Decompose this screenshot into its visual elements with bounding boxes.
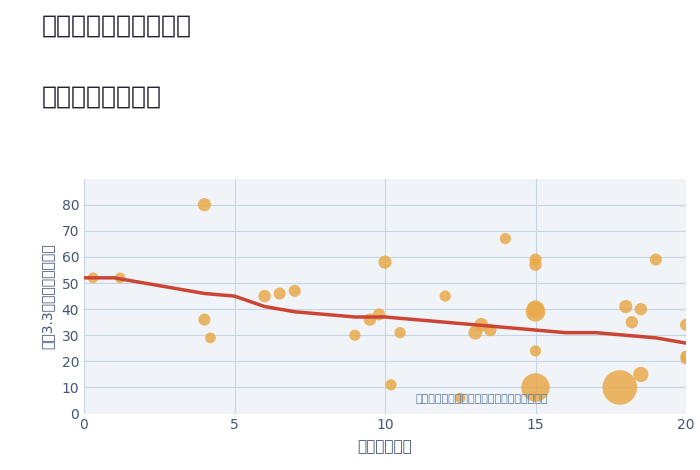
Point — [500, 235, 511, 243]
Point — [289, 287, 300, 295]
Point — [386, 381, 397, 389]
Point — [88, 274, 99, 282]
Point — [395, 329, 406, 337]
Point — [364, 316, 375, 323]
Point — [530, 384, 541, 391]
Point — [650, 256, 662, 263]
Point — [530, 256, 541, 263]
Point — [626, 319, 638, 326]
Point — [379, 258, 391, 266]
Point — [205, 334, 216, 342]
Point — [530, 261, 541, 268]
Y-axis label: 坪（3.3㎡）単価（万円）: 坪（3.3㎡）単価（万円） — [41, 243, 55, 349]
Point — [199, 201, 210, 209]
Point — [636, 371, 647, 378]
Point — [680, 355, 692, 362]
Point — [199, 316, 210, 323]
Point — [373, 311, 384, 318]
Point — [636, 306, 647, 313]
Point — [274, 290, 286, 297]
Point — [349, 331, 360, 339]
Point — [530, 308, 541, 315]
Point — [680, 321, 692, 329]
Point — [259, 292, 270, 300]
Point — [530, 306, 541, 313]
Point — [115, 274, 126, 282]
Text: 駅距離別土地価格: 駅距離別土地価格 — [42, 85, 162, 109]
Point — [455, 394, 466, 402]
Point — [440, 292, 451, 300]
Point — [484, 326, 496, 334]
Point — [470, 329, 481, 337]
Point — [530, 347, 541, 355]
Text: 円の大きさは、取引のあった物件面積を示す: 円の大きさは、取引のあった物件面積を示す — [415, 394, 547, 404]
Point — [620, 303, 631, 310]
Point — [476, 321, 487, 329]
Point — [614, 384, 625, 391]
Text: 奈良県奈良市宝来町の: 奈良県奈良市宝来町の — [42, 14, 192, 38]
X-axis label: 駅距離（分）: 駅距離（分） — [358, 439, 412, 454]
Point — [680, 352, 692, 360]
